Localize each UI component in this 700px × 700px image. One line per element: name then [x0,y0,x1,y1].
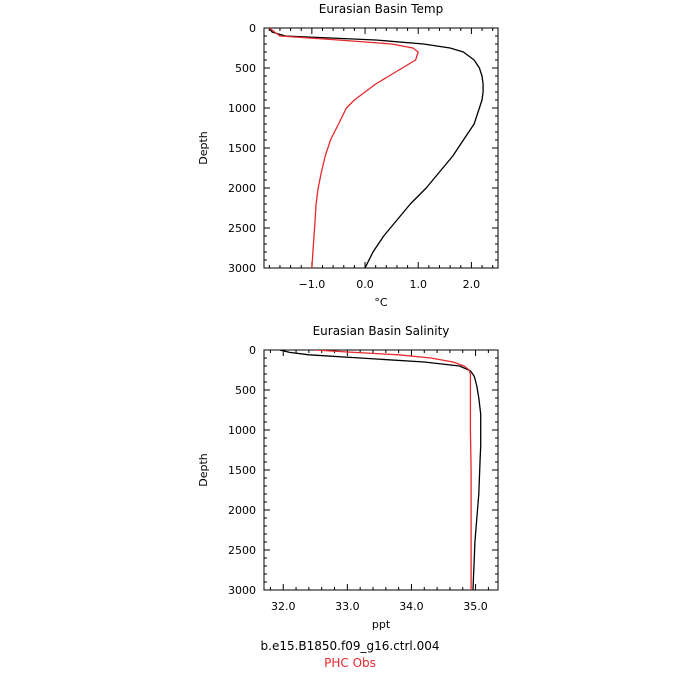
chart-panel-2: Eurasian Basin Salinity 0 500 1000 1500 2000 2… [197,324,499,631]
x-tick-label: 34.0 [399,600,424,613]
series-line-model [279,350,482,590]
series-line-model [268,28,484,268]
chart-title: Eurasian Basin Salinity [313,324,450,338]
y-tick-label: 2000 [228,182,256,195]
series-line-obs [315,350,472,590]
y-tick-label: 0 [249,344,256,357]
x-axis-label: ppt [372,618,391,631]
y-tick-label: 0 [249,22,256,35]
y-tick-label: 500 [235,384,256,397]
legend-model-label: b.e15.B1850.f09_g16.ctrl.004 [260,639,440,653]
y-tick-label: 1500 [228,142,256,155]
y-tick-label: 500 [235,62,256,75]
x-tick-label: 0.0 [356,278,374,291]
y-axis-label: Depth [197,453,210,487]
y-tick-label: 1000 [228,102,256,115]
series-line-obs [268,28,419,268]
chart-panel-1: Eurasian Basin Temp 0 500 1000 1500 2000 2500 3… [197,2,499,309]
y-tick-label: 3000 [228,584,256,597]
y-tick-label: 1000 [228,424,256,437]
plot-frame [263,349,499,591]
y-tick-label: 2500 [228,544,256,557]
chart-title: Eurasian Basin Temp [319,2,443,16]
x-tick-label: 2.0 [463,278,481,291]
x-tick-label: −1.0 [299,278,326,291]
x-tick-label: 1.0 [409,278,427,291]
x-tick-label: 35.0 [463,600,488,613]
plot-frame [263,27,499,269]
y-tick-label: 2500 [228,222,256,235]
x-axis-label: °C [374,296,388,309]
y-tick-label: 2000 [228,504,256,517]
legend-obs-label: PHC Obs [324,656,376,670]
y-tick-label: 3000 [228,262,256,275]
y-tick-label: 1500 [228,464,256,477]
y-axis-label: Depth [197,131,210,165]
x-tick-label: 33.0 [335,600,360,613]
x-tick-label: 32.0 [271,600,296,613]
